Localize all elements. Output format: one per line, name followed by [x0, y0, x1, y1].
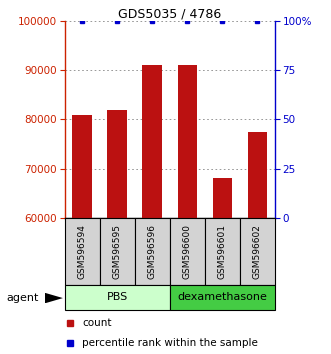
- Bar: [248, 132, 267, 218]
- Bar: [65, 218, 100, 285]
- Bar: [213, 178, 232, 218]
- Text: GSM596594: GSM596594: [77, 224, 87, 279]
- Bar: [205, 218, 240, 285]
- Bar: [108, 110, 127, 218]
- Title: GDS5035 / 4786: GDS5035 / 4786: [118, 7, 221, 20]
- Text: count: count: [82, 318, 112, 328]
- Bar: [169, 285, 275, 310]
- Polygon shape: [45, 293, 63, 303]
- Bar: [72, 115, 92, 218]
- Text: GSM596602: GSM596602: [253, 224, 262, 279]
- Text: dexamethasone: dexamethasone: [177, 292, 267, 302]
- Bar: [169, 218, 205, 285]
- Bar: [65, 285, 169, 310]
- Text: PBS: PBS: [107, 292, 128, 302]
- Text: GSM596601: GSM596601: [218, 224, 227, 279]
- Text: agent: agent: [7, 293, 39, 303]
- Text: GSM596596: GSM596596: [148, 224, 157, 279]
- Bar: [240, 218, 275, 285]
- Bar: [100, 218, 135, 285]
- Bar: [142, 65, 162, 218]
- Text: GSM596595: GSM596595: [113, 224, 121, 279]
- Text: GSM596600: GSM596600: [183, 224, 192, 279]
- Bar: [135, 218, 170, 285]
- Bar: [177, 65, 197, 218]
- Text: percentile rank within the sample: percentile rank within the sample: [82, 338, 258, 348]
